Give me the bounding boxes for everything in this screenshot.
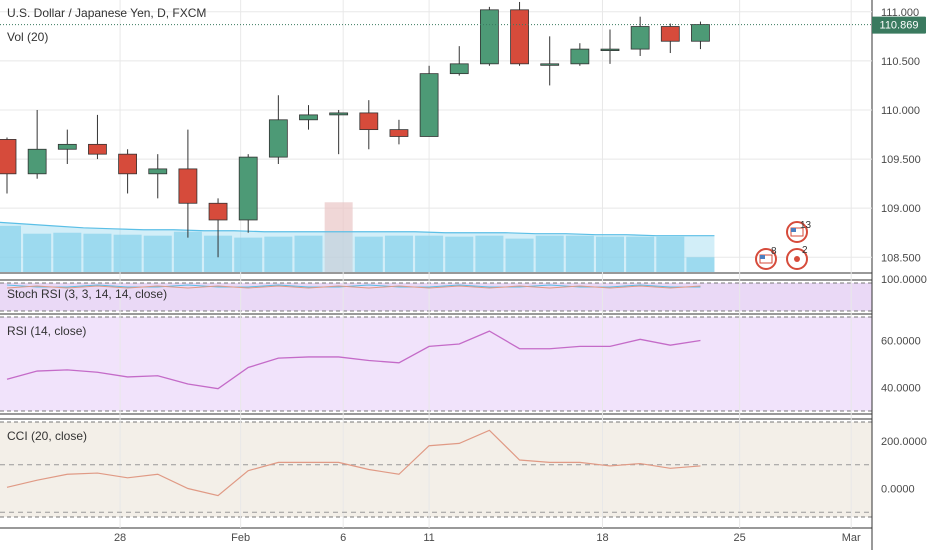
volume-bar: [264, 236, 293, 272]
volume-bar: [173, 231, 202, 272]
volume-bar: [475, 235, 504, 272]
event-count: 13: [800, 220, 812, 231]
volume-bar: [354, 236, 383, 272]
volume-bar: [415, 235, 444, 272]
candle-body: [329, 112, 349, 116]
candle-body: [359, 112, 379, 131]
price-tick-label: 108.500: [881, 252, 921, 264]
volume-bar: [656, 236, 685, 272]
candle-body: [178, 168, 198, 204]
us-flag-event-icon[interactable]: 13: [786, 220, 812, 243]
cci-tick-label: 200.0000: [881, 436, 927, 448]
volume-bar: [143, 235, 172, 272]
candles: [0, 1, 872, 258]
us-flag-event-icon[interactable]: 8: [755, 246, 777, 270]
x-tick-label: 28: [114, 532, 126, 544]
candle-body: [148, 168, 168, 175]
volume-bar: [626, 236, 655, 272]
volume-ma-area: [0, 222, 715, 272]
x-tick-label: 25: [734, 532, 746, 544]
candle-body: [510, 9, 529, 65]
volume-bar: [53, 232, 82, 272]
stoch-tick-label: 100.0000: [881, 274, 927, 286]
volume-ma-line: [0, 221, 715, 237]
price-tick-label: 109.500: [881, 154, 921, 166]
x-tick-label: 11: [423, 532, 434, 544]
volume-bar: [294, 235, 323, 272]
stoch-d-line: [6, 285, 701, 289]
cci-pane-background: [0, 422, 872, 517]
event-count: 8: [771, 246, 777, 257]
cci-tick-label: 0.0000: [881, 484, 915, 496]
candle-body: [299, 114, 318, 121]
candle-body: [0, 139, 17, 175]
candle-body: [479, 9, 499, 65]
candle-body: [449, 63, 469, 75]
price-tick-label: 110.500: [881, 56, 920, 68]
rsi-tick-label: 60.0000: [881, 336, 921, 348]
stoch-k-line: [6, 284, 701, 288]
candle-body: [570, 48, 590, 65]
event-markers[interactable]: 13 8 2: [755, 220, 812, 270]
candle-body: [268, 119, 288, 158]
price-tick-label: 110.000: [881, 105, 920, 117]
candle-body: [600, 48, 620, 51]
candle-body: [419, 73, 439, 137]
rsi-pane-background: [0, 317, 872, 411]
candle-body: [238, 156, 258, 221]
x-tick-label: Feb: [231, 532, 250, 544]
candle-body: [691, 24, 710, 42]
candle-body: [630, 26, 650, 50]
candle-body: [88, 143, 107, 155]
axes: 111.000 110.500 110.000 109.500 109.000 108.5…: [114, 7, 927, 544]
volume-bar: [0, 225, 21, 272]
candle-body: [118, 153, 137, 175]
chart-title: U.S. Dollar / Japanese Yen, D, FXCM: [7, 6, 206, 20]
dividend-event-icon[interactable]: 2: [786, 245, 808, 270]
event-count: 2: [802, 245, 808, 256]
rsi-line: [6, 330, 701, 390]
volume-bar: [535, 235, 564, 272]
price-tick-label: 109.000: [881, 203, 921, 215]
stoch-rsi-label: Stoch RSI (3, 3, 14, 14, close): [7, 287, 167, 301]
candle-body: [57, 143, 77, 150]
price-tick-label: 111.000: [881, 7, 919, 19]
volume-bar: [565, 235, 594, 272]
price-tag: 110.869: [872, 16, 926, 34]
cci-line: [6, 429, 701, 497]
rsi-label: RSI (14, close): [7, 324, 86, 338]
volume-bar: [83, 233, 112, 272]
volume-bar: [445, 236, 474, 272]
volume-bar: [23, 233, 52, 272]
candle-body: [540, 63, 560, 66]
svg-text:110.869: 110.869: [880, 20, 919, 32]
x-tick-label: 6: [340, 532, 346, 544]
candle-body: [27, 148, 47, 175]
rsi-tick-label: 40.0000: [881, 383, 921, 395]
volume-bars: [0, 202, 715, 272]
x-tick-label: 18: [596, 532, 608, 544]
indicators: [0, 284, 872, 513]
volume-bar: [505, 238, 534, 272]
volume-bar: [596, 236, 624, 272]
candle-body: [389, 129, 409, 137]
volume-bar: [686, 257, 715, 272]
volume-bar: [324, 202, 353, 272]
volume-bar: [113, 234, 142, 272]
volume-label: Vol (20): [7, 30, 48, 44]
x-tick-label: Mar: [842, 532, 861, 544]
volume-bar: [384, 235, 413, 272]
candle-body: [208, 202, 228, 221]
cci-label: CCI (20, close): [7, 429, 87, 443]
volume-bar: [234, 237, 263, 272]
candle-body: [660, 26, 680, 42]
